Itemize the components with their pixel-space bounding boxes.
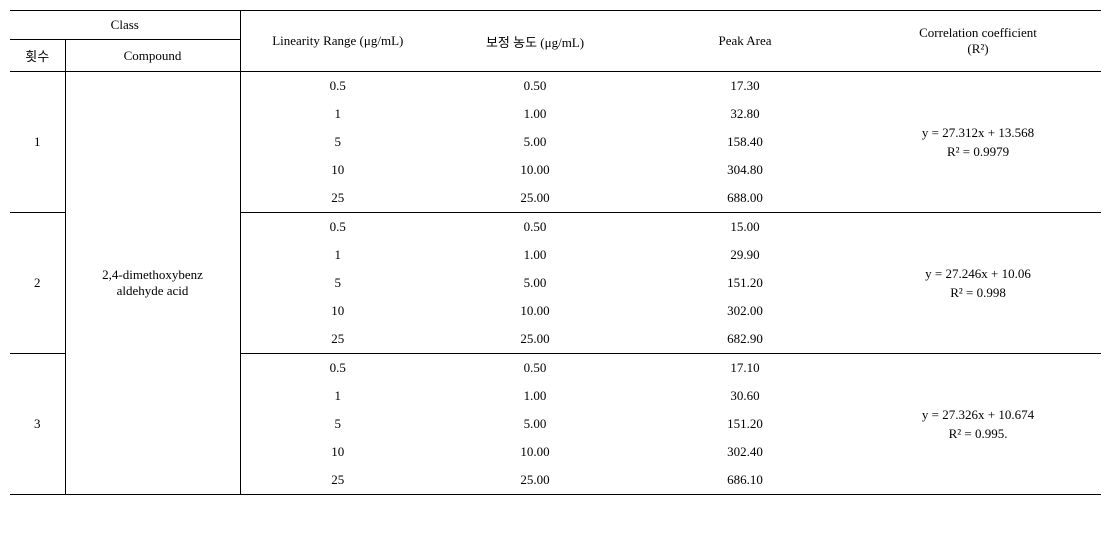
peak-cell: 682.90 bbox=[635, 325, 855, 354]
conc-cell: 25.00 bbox=[435, 184, 635, 213]
corr-eq: y = 27.246x + 10.06 bbox=[925, 266, 1031, 281]
peak-cell: 32.80 bbox=[635, 100, 855, 128]
lin-cell: 5 bbox=[240, 269, 435, 297]
peak-cell: 29.90 bbox=[635, 241, 855, 269]
lin-cell: 5 bbox=[240, 128, 435, 156]
table-row: 1 2,4-dimethoxybenz aldehyde acid 0.5 0.… bbox=[10, 72, 1101, 101]
header-compound: Compound bbox=[65, 40, 240, 72]
conc-cell: 5.00 bbox=[435, 269, 635, 297]
lin-cell: 25 bbox=[240, 325, 435, 354]
corr-r2: R² = 0.998 bbox=[950, 285, 1006, 300]
compound-line1: 2,4-dimethoxybenz bbox=[102, 267, 203, 282]
conc-cell: 25.00 bbox=[435, 466, 635, 495]
peak-cell: 151.20 bbox=[635, 269, 855, 297]
corr-r2: R² = 0.9979 bbox=[947, 144, 1009, 159]
peak-cell: 304.80 bbox=[635, 156, 855, 184]
lin-cell: 1 bbox=[240, 241, 435, 269]
conc-cell: 5.00 bbox=[435, 410, 635, 438]
peak-cell: 158.40 bbox=[635, 128, 855, 156]
corr-cell: y = 27.246x + 10.06 R² = 0.998 bbox=[855, 213, 1101, 354]
lin-cell: 25 bbox=[240, 184, 435, 213]
lin-cell: 0.5 bbox=[240, 354, 435, 383]
lin-cell: 0.5 bbox=[240, 213, 435, 242]
conc-cell: 25.00 bbox=[435, 325, 635, 354]
corr-eq: y = 27.326x + 10.674 bbox=[922, 407, 1034, 422]
lin-cell: 10 bbox=[240, 297, 435, 325]
conc-cell: 10.00 bbox=[435, 156, 635, 184]
header-peak: Peak Area bbox=[635, 11, 855, 72]
header-conc: 보정 농도 (μg/mL) bbox=[435, 11, 635, 72]
conc-cell: 1.00 bbox=[435, 382, 635, 410]
peak-cell: 17.10 bbox=[635, 354, 855, 383]
lin-cell: 1 bbox=[240, 100, 435, 128]
conc-cell: 0.50 bbox=[435, 72, 635, 101]
corr-eq: y = 27.312x + 13.568 bbox=[922, 125, 1034, 140]
conc-cell: 10.00 bbox=[435, 297, 635, 325]
lin-cell: 1 bbox=[240, 382, 435, 410]
header-corr-line2: (R²) bbox=[967, 41, 988, 56]
compound-line2: aldehyde acid bbox=[117, 283, 189, 298]
lin-cell: 0.5 bbox=[240, 72, 435, 101]
conc-cell: 0.50 bbox=[435, 213, 635, 242]
lin-cell: 5 bbox=[240, 410, 435, 438]
peak-cell: 302.00 bbox=[635, 297, 855, 325]
header-corr: Correlation coefficient (R²) bbox=[855, 11, 1101, 72]
header-corr-line1: Correlation coefficient bbox=[919, 25, 1037, 40]
header-class: Class bbox=[10, 11, 240, 40]
lin-cell: 25 bbox=[240, 466, 435, 495]
peak-cell: 17.30 bbox=[635, 72, 855, 101]
conc-cell: 1.00 bbox=[435, 100, 635, 128]
conc-cell: 5.00 bbox=[435, 128, 635, 156]
header-linearity: Linearity Range (μg/mL) bbox=[240, 11, 435, 72]
linearity-table: Class Linearity Range (μg/mL) 보정 농도 (μg/… bbox=[10, 10, 1101, 495]
peak-cell: 151.20 bbox=[635, 410, 855, 438]
peak-cell: 30.60 bbox=[635, 382, 855, 410]
runno-cell: 3 bbox=[10, 354, 65, 495]
peak-cell: 302.40 bbox=[635, 438, 855, 466]
lin-cell: 10 bbox=[240, 156, 435, 184]
corr-r2: R² = 0.995. bbox=[949, 426, 1008, 441]
peak-cell: 686.10 bbox=[635, 466, 855, 495]
runno-cell: 1 bbox=[10, 72, 65, 213]
conc-cell: 10.00 bbox=[435, 438, 635, 466]
peak-cell: 688.00 bbox=[635, 184, 855, 213]
corr-cell: y = 27.326x + 10.674 R² = 0.995. bbox=[855, 354, 1101, 495]
header-runno: 횟수 bbox=[10, 40, 65, 72]
compound-cell: 2,4-dimethoxybenz aldehyde acid bbox=[65, 72, 240, 495]
lin-cell: 10 bbox=[240, 438, 435, 466]
peak-cell: 15.00 bbox=[635, 213, 855, 242]
conc-cell: 1.00 bbox=[435, 241, 635, 269]
corr-cell: y = 27.312x + 13.568 R² = 0.9979 bbox=[855, 72, 1101, 213]
conc-cell: 0.50 bbox=[435, 354, 635, 383]
runno-cell: 2 bbox=[10, 213, 65, 354]
